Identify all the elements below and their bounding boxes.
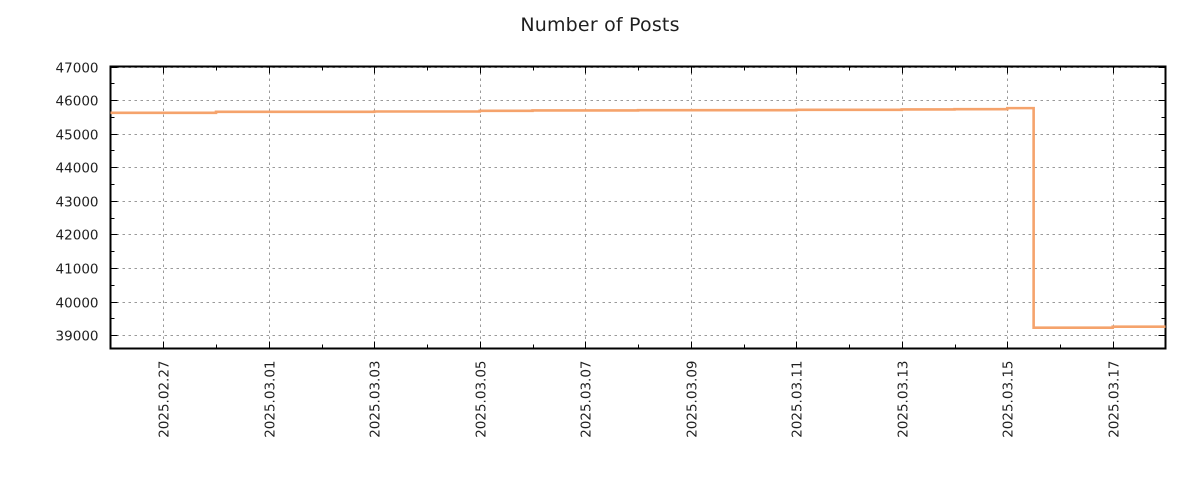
gridlines-group <box>110 66 1166 349</box>
axis-ticks-group <box>110 66 1166 349</box>
data-series-group <box>110 106 1166 329</box>
plot-frame <box>109 65 1167 350</box>
x-tick-label: 2025.02.27 <box>157 361 173 438</box>
x-tick-label: 2025.03.15 <box>1001 361 1017 438</box>
x-tick-label: 2025.03.11 <box>790 361 806 438</box>
x-tick-label: 2025.03.09 <box>685 361 701 438</box>
y-tick-label: 40000 <box>56 296 99 312</box>
x-tick-label: 2025.03.01 <box>263 361 279 438</box>
y-tick-label: 47000 <box>56 61 99 77</box>
x-tick-label: 2025.03.17 <box>1107 361 1123 438</box>
y-axis-tick-labels: 39000 40000 41000 42000 43000 44000 45000 46000… <box>56 61 99 345</box>
x-axis-tick-labels: 2025.02.27 2025.03.01 2025.03.03 2025.03.05… <box>157 361 1123 438</box>
y-tick-label: 42000 <box>56 228 99 244</box>
y-tick-label: 43000 <box>56 195 99 211</box>
chart-title: Number of Posts <box>520 14 680 36</box>
y-tick-label: 39000 <box>56 329 99 345</box>
y-tick-label: 45000 <box>56 128 99 144</box>
x-tick-label: 2025.03.13 <box>896 361 912 438</box>
y-tick-label: 41000 <box>56 262 99 278</box>
y-tick-label: 44000 <box>56 161 99 177</box>
x-tick-label: 2025.03.03 <box>368 361 384 438</box>
y-tick-label: 46000 <box>56 94 99 110</box>
x-tick-label: 2025.03.05 <box>474 361 490 438</box>
x-tick-label: 2025.03.07 <box>579 361 595 438</box>
axis-frame-rect <box>109 65 1167 350</box>
series-line-number-of-posts <box>110 106 1166 329</box>
